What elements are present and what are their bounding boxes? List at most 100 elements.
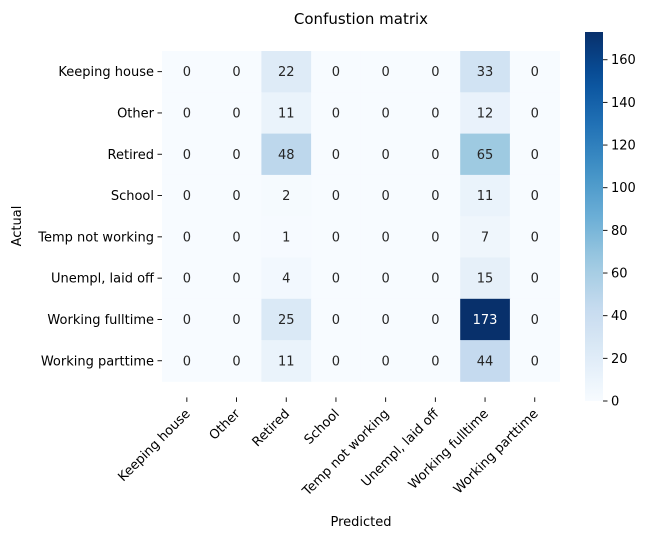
cell-value-label: 0 xyxy=(232,230,240,245)
heatmap-cell xyxy=(261,92,312,134)
x-axis-label: Predicted xyxy=(330,515,391,530)
cell-value-label: 0 xyxy=(183,230,191,245)
cell-value-label: 44 xyxy=(477,354,494,369)
heatmap-cell xyxy=(509,340,560,382)
cell-value-label: 0 xyxy=(332,230,340,245)
cell-value-label: 0 xyxy=(332,354,340,369)
heatmap-cell xyxy=(509,133,560,176)
heatmap-cells xyxy=(162,51,560,382)
cell-value-label: 0 xyxy=(183,189,191,204)
heatmap-cell-labels: 0 0 22 0 0 0 33 0 0 0 11 0 0 0 12 0 0 0 48 0 0 0 65 0 0 0 2 0 0 0 11 0 0… xyxy=(183,65,539,369)
colorbar xyxy=(585,32,603,401)
cell-value-label: 0 xyxy=(183,313,191,328)
heatmap-cell xyxy=(410,133,461,176)
cell-value-label: 0 xyxy=(531,106,539,121)
cell-value-label: 12 xyxy=(477,106,494,121)
heatmap-cell xyxy=(360,257,411,300)
heatmap-cell xyxy=(360,298,411,341)
heatmap-cell xyxy=(261,257,312,300)
cell-value-label: 0 xyxy=(332,313,340,328)
cell-value-label: 173 xyxy=(473,313,498,328)
cell-value-label: 0 xyxy=(382,354,390,369)
cell-value-label: 0 xyxy=(431,106,439,121)
y-tick-label: Working parttime xyxy=(41,354,154,369)
heatmap-cell xyxy=(410,298,461,341)
heatmap-cell xyxy=(460,51,511,93)
heatmap-cell xyxy=(211,174,262,217)
heatmap-cell xyxy=(509,298,560,341)
heatmap-cell xyxy=(261,216,312,258)
cell-value-label: 0 xyxy=(382,272,390,287)
heatmap-cell xyxy=(211,216,262,258)
cell-value-label: 15 xyxy=(477,272,494,287)
cell-value-label: 0 xyxy=(382,189,390,204)
colorbar-tick-label: 0 xyxy=(611,395,619,410)
heatmap-cell xyxy=(311,298,362,341)
cell-value-label: 0 xyxy=(332,272,340,287)
cell-value-label: 0 xyxy=(382,230,390,245)
heatmap-cell xyxy=(360,340,411,382)
cell-value-label: 0 xyxy=(332,65,340,80)
cell-value-label: 0 xyxy=(531,65,539,80)
heatmap-cell xyxy=(360,133,411,176)
cell-value-label: 0 xyxy=(332,106,340,121)
colorbar-tick-label: 120 xyxy=(611,139,636,154)
heatmap-cell xyxy=(509,257,560,300)
heatmap-cell xyxy=(261,298,312,341)
y-tick-label: Temp not working xyxy=(37,230,154,245)
cell-value-label: 7 xyxy=(481,230,489,245)
cell-value-label: 0 xyxy=(232,354,240,369)
y-tick-label: Retired xyxy=(108,148,154,163)
cell-value-label: 0 xyxy=(183,65,191,80)
y-tick-label: Keeping house xyxy=(58,65,154,80)
heatmap-cell xyxy=(509,92,560,134)
heatmap-cell xyxy=(211,340,262,382)
cell-value-label: 0 xyxy=(232,148,240,163)
heatmap-cell xyxy=(410,92,461,134)
y-tick-label: Unempl, laid off xyxy=(51,272,155,287)
colorbar-ticks: 0 20 40 60 80 100 120 140 160 xyxy=(603,53,636,410)
cell-value-label: 11 xyxy=(477,189,494,204)
heatmap-cell xyxy=(410,340,461,382)
heatmap-cell xyxy=(162,133,213,176)
heatmap-cell xyxy=(360,92,411,134)
colorbar-tick-label: 100 xyxy=(611,181,636,196)
cell-value-label: 0 xyxy=(531,148,539,163)
heatmap-cell xyxy=(211,92,262,134)
heatmap-cell xyxy=(460,298,511,341)
heatmap-cell xyxy=(311,174,362,217)
heatmap-cell xyxy=(261,133,312,176)
cell-value-label: 0 xyxy=(183,148,191,163)
cell-value-label: 0 xyxy=(382,313,390,328)
cell-value-label: 0 xyxy=(232,65,240,80)
cell-value-label: 0 xyxy=(232,272,240,287)
x-tick-label: Retired xyxy=(250,407,293,450)
heatmap-cell xyxy=(460,216,511,258)
x-tick-label: Working parttime xyxy=(451,407,542,498)
heatmap-cell xyxy=(509,216,560,258)
heatmap-cell xyxy=(162,174,213,217)
heatmap-cell xyxy=(211,257,262,300)
heatmap-cell xyxy=(162,298,213,341)
cell-value-label: 0 xyxy=(431,65,439,80)
heatmap-cell xyxy=(162,92,213,134)
cell-value-label: 2 xyxy=(282,189,290,204)
heatmap-cell xyxy=(162,216,213,258)
heatmap-cell xyxy=(360,174,411,217)
cell-value-label: 0 xyxy=(332,189,340,204)
y-axis-label: Actual xyxy=(10,206,25,247)
colorbar-tick-label: 20 xyxy=(611,352,628,367)
heatmap-cell xyxy=(460,92,511,134)
heatmap-cell xyxy=(410,216,461,258)
heatmap-cell xyxy=(360,216,411,258)
cell-value-label: 65 xyxy=(477,148,494,163)
heatmap-cell xyxy=(311,92,362,134)
heatmap-cell xyxy=(360,51,411,93)
heatmap-cell xyxy=(311,216,362,258)
heatmap-cell xyxy=(410,257,461,300)
cell-value-label: 0 xyxy=(531,272,539,287)
heatmap-cell xyxy=(311,133,362,176)
cell-value-label: 0 xyxy=(531,354,539,369)
